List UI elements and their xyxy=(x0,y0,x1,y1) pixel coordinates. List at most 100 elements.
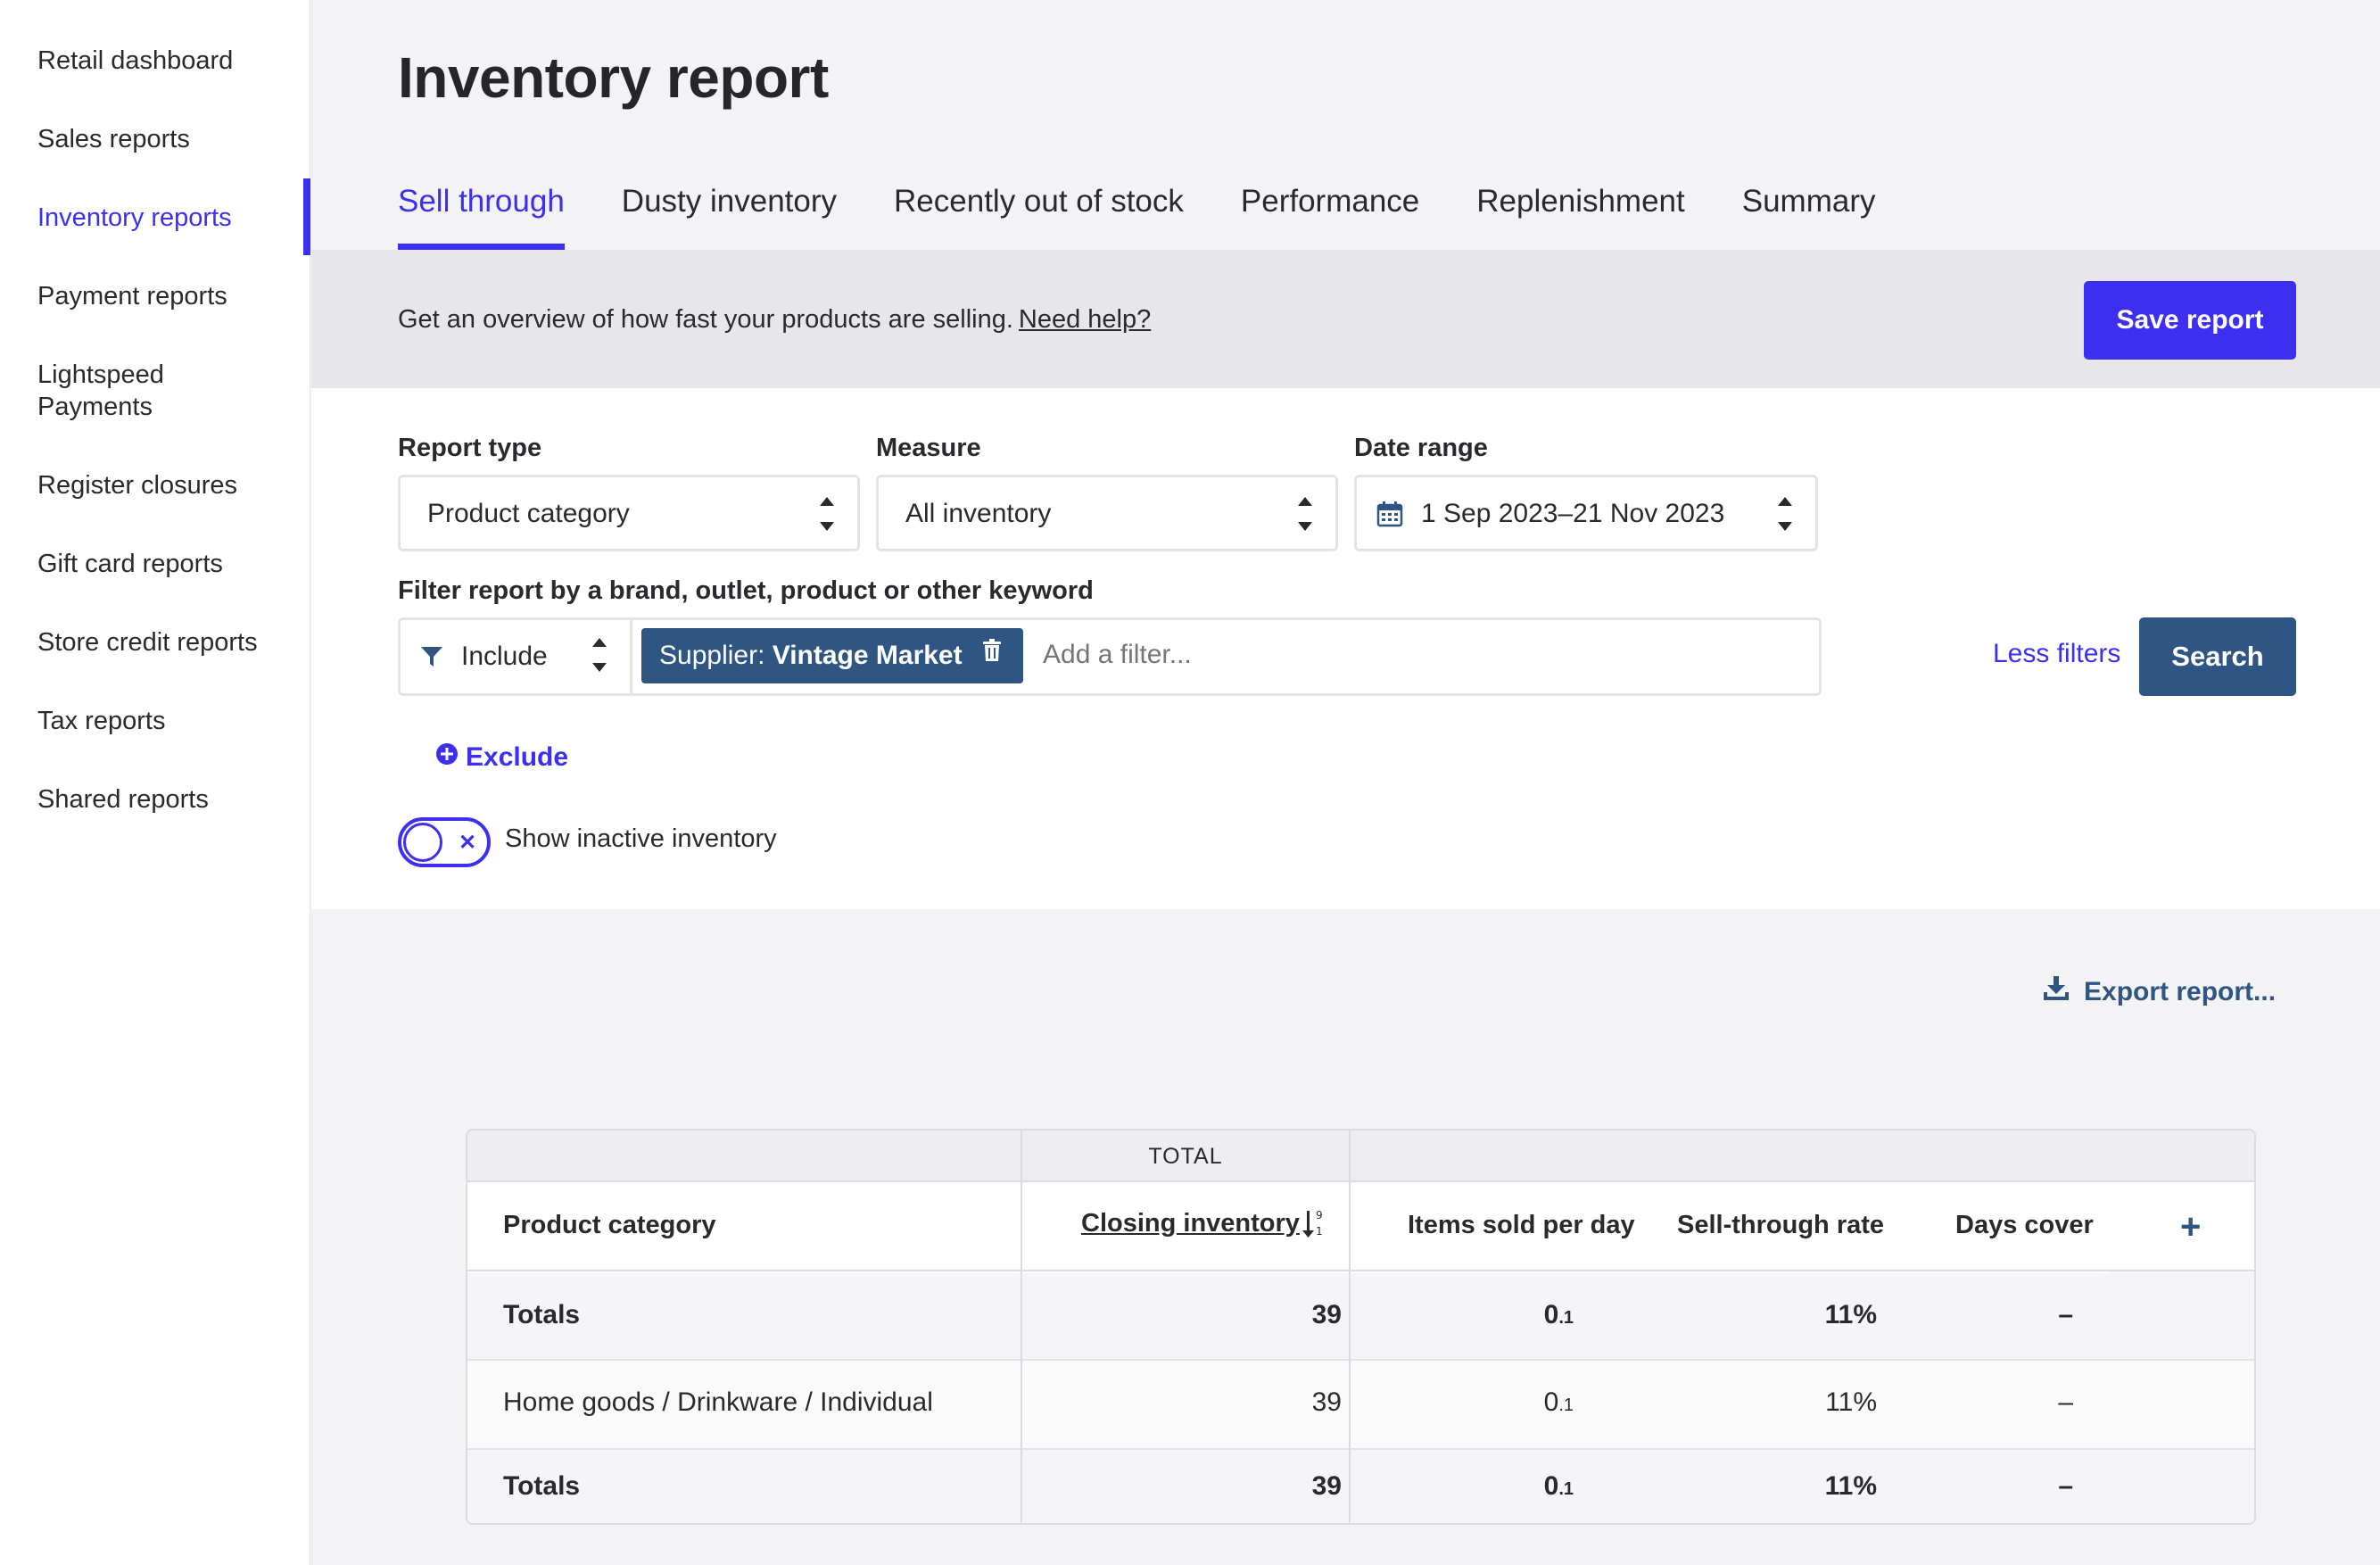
sidebar: Retail dashboard Sales reports Inventory… xyxy=(0,0,310,1565)
table-row: Home goods / Drinkware / Individual 39 0… xyxy=(467,1361,2254,1450)
sidebar-item-sales-reports[interactable]: Sales reports xyxy=(37,125,190,153)
less-filters-link[interactable]: Less filters xyxy=(1993,639,2121,668)
tab-dusty-inventory[interactable]: Dusty inventory xyxy=(621,184,838,219)
tab-sell-through[interactable]: Sell through xyxy=(398,184,565,250)
search-button[interactable]: Search xyxy=(2139,617,2296,696)
table-header-row: Product category Closing inventory 9 1 It… xyxy=(467,1182,2254,1271)
cell-per-day-int: 0 xyxy=(1543,1387,1559,1417)
svg-text:9: 9 xyxy=(1316,1209,1323,1221)
table-row-totals-footer: Totals 39 0.1 11% – xyxy=(467,1450,2254,1523)
report-type-label: Report type xyxy=(398,434,542,462)
cell-days-cover: – xyxy=(2058,1471,2073,1501)
sidebar-item-tax-reports[interactable]: Tax reports xyxy=(37,707,166,735)
export-report-label: Export report... xyxy=(2084,977,2277,1006)
info-description: Get an overview of how fast your product… xyxy=(398,305,1013,334)
sidebar-item-payment-reports[interactable]: Payment reports xyxy=(37,282,227,311)
save-report-button[interactable]: Save report xyxy=(2084,281,2296,360)
cell-days-cover: – xyxy=(2058,1387,2073,1417)
sidebar-item-lightspeed-payments[interactable]: Lightspeed Payments xyxy=(37,360,164,421)
download-icon xyxy=(2043,976,2070,1008)
cell-items-sold-per-day: 0.1 xyxy=(1520,1387,1574,1418)
tab-performance[interactable]: Performance xyxy=(1240,184,1420,219)
sidebar-item-retail-dashboard[interactable]: Retail dashboard xyxy=(37,46,234,75)
svg-text:1: 1 xyxy=(1316,1225,1323,1238)
supplier-filter-chip[interactable]: Supplier: Vintage Market xyxy=(641,628,1023,683)
cell-closing-inventory: 39 xyxy=(1311,1387,1342,1417)
chip-value: Vintage Market xyxy=(772,641,963,670)
table-group-header xyxy=(467,1130,2254,1182)
tab-summary[interactable]: Summary xyxy=(1741,184,1876,219)
cell-per-day-int: 0 xyxy=(1543,1300,1559,1329)
plus-circle-icon xyxy=(435,742,459,773)
calendar-icon xyxy=(1376,501,1403,532)
cell-category: Home goods / Drinkware / Individual xyxy=(503,1387,933,1417)
report-tabs: Sell through Dusty inventory Recently ou… xyxy=(398,184,1933,250)
measure-label: Measure xyxy=(876,434,981,462)
th-days-cover[interactable]: Days cover xyxy=(1955,1211,2094,1239)
chip-prefix: Supplier: xyxy=(659,641,765,670)
info-text: Get an overview of how fast your product… xyxy=(398,305,1151,335)
chevron-updown-icon xyxy=(1296,493,1314,534)
column-divider xyxy=(1349,1182,1351,1523)
keyword-filter-field: Include Supplier: Vintage Market xyxy=(398,617,1822,696)
cell-closing-inventory: 39 xyxy=(1311,1471,1342,1501)
report-type-select[interactable]: Product category xyxy=(398,475,860,551)
th-sell-through-rate[interactable]: Sell-through rate xyxy=(1677,1211,1885,1239)
add-column-button[interactable]: + xyxy=(2180,1207,2202,1246)
sidebar-item-store-credit-reports[interactable]: Store credit reports xyxy=(37,628,258,657)
cell-per-day-int: 0 xyxy=(1543,1471,1559,1501)
cell-items-sold-per-day: 0.1 xyxy=(1520,1300,1574,1330)
toggle-knob xyxy=(403,823,442,862)
cell-days-cover: – xyxy=(2058,1300,2073,1329)
export-report-link[interactable]: Export report... xyxy=(2043,976,2276,1008)
th-items-sold-per-day[interactable]: Items sold per day xyxy=(1408,1211,1635,1239)
inactive-inventory-label: Show inactive inventory xyxy=(505,824,777,853)
th-closing-inventory-label: Closing inventory xyxy=(1081,1209,1300,1238)
table-row-totals: Totals 39 – 0.1 11% xyxy=(467,1273,2254,1361)
cell-per-day-dec: .1 xyxy=(1558,1479,1574,1499)
date-range-value: 1 Sep 2023–21 Nov 2023 xyxy=(1421,499,1725,528)
filter-icon xyxy=(420,645,443,673)
report-table: TOTAL Product category Closing inventory… xyxy=(466,1129,2256,1525)
chevron-updown-icon xyxy=(591,634,608,675)
cell-per-day-dec: .1 xyxy=(1558,1395,1574,1415)
sidebar-item-gift-card-reports[interactable]: Gift card reports xyxy=(37,550,223,578)
column-divider xyxy=(1021,1182,1022,1523)
total-group-label: TOTAL xyxy=(1021,1130,1351,1182)
keyword-filter-label: Filter report by a brand, outlet, produc… xyxy=(398,576,1094,605)
chevron-updown-icon xyxy=(1776,493,1794,534)
need-help-link[interactable]: Need help? xyxy=(1018,305,1152,334)
page-title: Inventory report xyxy=(398,46,829,110)
date-range-select[interactable]: 1 Sep 2023–21 Nov 2023 xyxy=(1354,475,1818,551)
measure-value: All inventory xyxy=(905,499,1052,528)
include-value: Include xyxy=(461,642,548,671)
th-product-category[interactable]: Product category xyxy=(503,1211,716,1239)
inactive-inventory-toggle[interactable]: ✕ xyxy=(398,817,491,867)
cell-category: Totals xyxy=(503,1300,581,1329)
add-filter-input[interactable] xyxy=(1043,640,1387,670)
cell-closing-inventory: 39 xyxy=(1311,1300,1342,1329)
date-range-label: Date range xyxy=(1354,434,1488,462)
th-closing-inventory[interactable]: Closing inventory xyxy=(1081,1209,1300,1238)
tab-replenishment[interactable]: Replenishment xyxy=(1476,184,1685,219)
report-type-value: Product category xyxy=(427,499,630,528)
cell-sell-through-rate: 11% xyxy=(1825,1387,1877,1417)
measure-select[interactable]: All inventory xyxy=(876,475,1338,551)
sidebar-active-indicator xyxy=(303,178,310,255)
trash-icon[interactable] xyxy=(982,626,1002,682)
cell-items-sold-per-day: 0.1 xyxy=(1520,1471,1574,1502)
cell-category: Totals xyxy=(503,1471,581,1501)
sidebar-item-inventory-reports[interactable]: Inventory reports xyxy=(37,203,232,232)
cell-sell-through-rate: 11% xyxy=(1824,1471,1877,1501)
chevron-updown-icon xyxy=(818,493,836,534)
exclude-button[interactable]: Exclude xyxy=(435,742,568,773)
cell-per-day-dec: .1 xyxy=(1558,1308,1574,1328)
info-banner: Get an overview of how fast your product… xyxy=(311,250,2380,388)
close-icon: ✕ xyxy=(459,831,477,855)
sidebar-item-shared-reports[interactable]: Shared reports xyxy=(37,785,209,814)
exclude-label: Exclude xyxy=(466,742,569,772)
sidebar-item-register-closures[interactable]: Register closures xyxy=(37,471,238,500)
include-select[interactable]: Include xyxy=(401,620,632,693)
cell-sell-through-rate: 11% xyxy=(1824,1300,1877,1329)
tab-recently-out-of-stock[interactable]: Recently out of stock xyxy=(894,184,1184,219)
